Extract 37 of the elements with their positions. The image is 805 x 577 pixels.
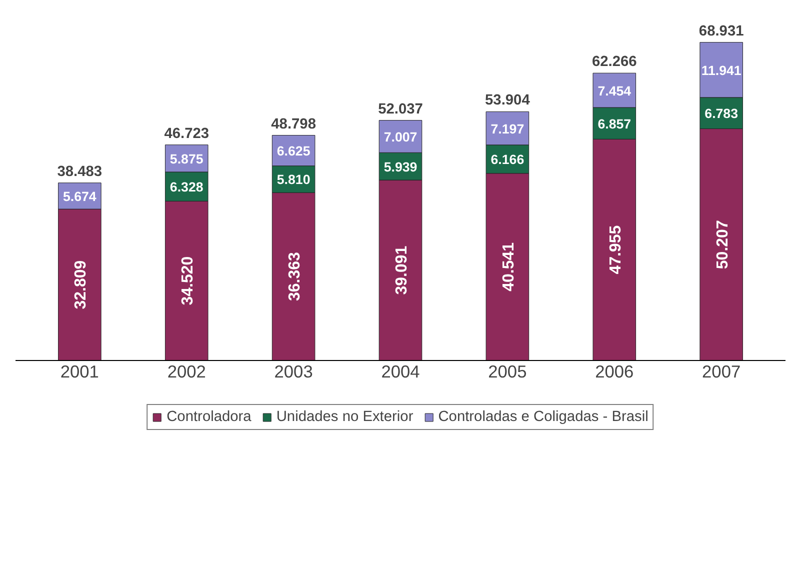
total-label: 62.266 <box>592 54 637 70</box>
data-label: 50.207 <box>714 220 732 270</box>
total-label: 46.723 <box>164 126 210 142</box>
data-label: 7.007 <box>384 129 418 144</box>
x-tick-label: 2004 <box>381 362 420 382</box>
x-tick-label: 2006 <box>595 362 634 382</box>
data-label: 5.810 <box>276 172 310 188</box>
data-label: 7.197 <box>490 121 524 136</box>
data-label: 40.541 <box>500 242 518 292</box>
data-label: 6.328 <box>170 180 204 195</box>
legend-label: Unidades no Exterior <box>276 409 414 425</box>
total-label: 68.931 <box>698 23 744 40</box>
data-label: 6.166 <box>490 152 524 168</box>
x-tick-label: 2005 <box>488 362 527 382</box>
legend-label: Controladora <box>166 409 252 425</box>
data-label: 5.674 <box>62 188 97 204</box>
legend-label: Controladas e Coligadas - Brasil <box>438 409 648 425</box>
total-label: 38.483 <box>57 164 102 180</box>
data-label: 47.955 <box>607 225 624 274</box>
x-tick-label: 2007 <box>702 362 741 382</box>
data-label: 36.363 <box>286 252 304 302</box>
data-label: 5.939 <box>384 159 418 174</box>
data-label: 39.091 <box>394 246 410 295</box>
data-label: 5.875 <box>170 151 204 166</box>
x-tick-label: 2001 <box>60 362 99 382</box>
data-label: 11.941 <box>701 62 742 78</box>
total-label: 53.904 <box>485 92 531 109</box>
data-label: 34.520 <box>180 256 197 306</box>
data-label: 6.625 <box>276 144 311 159</box>
data-label: 6.783 <box>704 106 738 122</box>
data-label: 32.809 <box>72 260 90 310</box>
total-label: 52.037 <box>378 101 423 118</box>
x-tick-label: 2003 <box>274 362 313 382</box>
total-label: 48.798 <box>271 116 316 132</box>
data-label: 7.454 <box>598 83 632 98</box>
data-label: 6.857 <box>598 116 632 132</box>
x-tick-label: 2002 <box>167 362 206 382</box>
